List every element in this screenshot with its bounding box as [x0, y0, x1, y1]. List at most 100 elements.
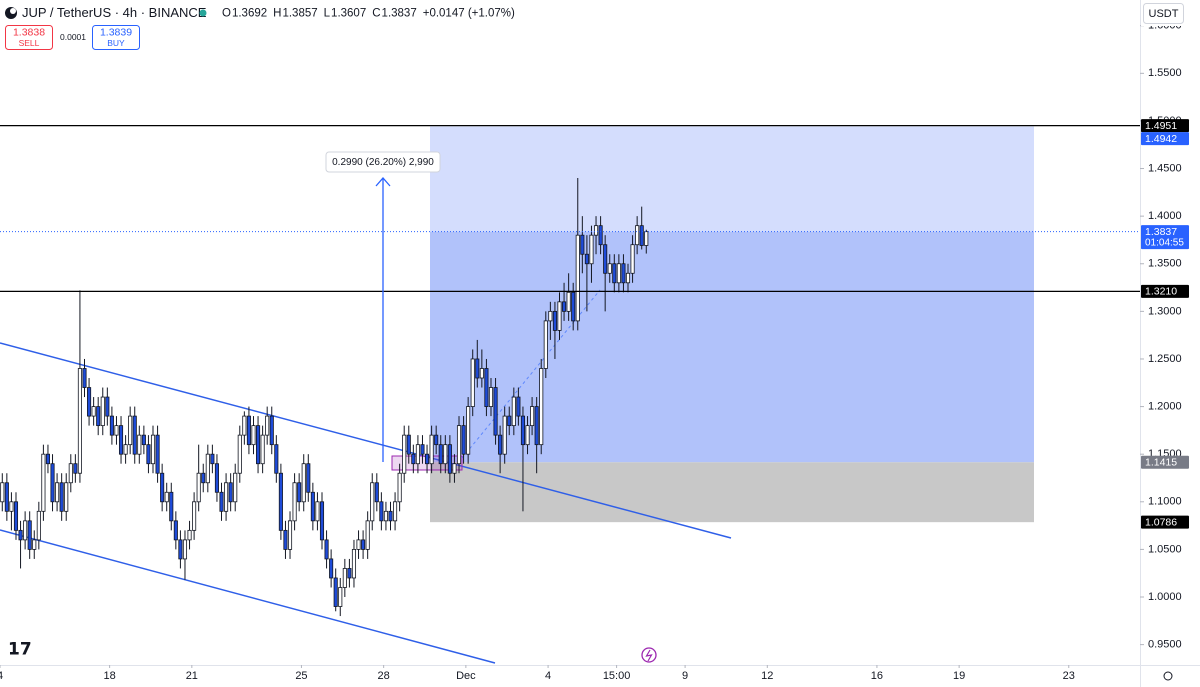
- candle-body: [379, 501, 384, 522]
- candle-body: [228, 482, 233, 503]
- x-tick-label: 25: [295, 670, 307, 682]
- candle-body: [589, 234, 594, 265]
- ohlc-value: 1.3692: [232, 8, 267, 20]
- candle-body: [109, 415, 114, 436]
- candle-body: [4, 482, 9, 512]
- channel-lower: [0, 529, 496, 664]
- buy-label[interactable]: BUY: [107, 38, 125, 48]
- profit-zone-upper: [430, 126, 1034, 232]
- y-tick-label: 1.3500: [1148, 258, 1182, 270]
- candle-body: [402, 434, 407, 474]
- price-tag: [1141, 455, 1189, 469]
- candle-body: [593, 225, 599, 236]
- candle-body: [301, 463, 306, 503]
- bid-price[interactable]: 1.3838: [13, 26, 45, 38]
- ask-price[interactable]: 1.3839: [100, 26, 132, 38]
- candle-body: [128, 415, 133, 446]
- ohlc-value: 1.3607: [331, 8, 366, 20]
- candle-body: [498, 434, 503, 455]
- candle-body: [64, 482, 69, 512]
- candle-body: [388, 510, 393, 522]
- candle-body: [246, 415, 251, 446]
- candle-body: [32, 539, 37, 550]
- candle-body: [383, 510, 388, 522]
- candle-body: [13, 501, 19, 531]
- candle-body: [196, 472, 201, 503]
- candle-body: [91, 406, 96, 417]
- y-tick-label: 1.1000: [1148, 496, 1182, 508]
- candle-body: [584, 253, 589, 265]
- candle-body: [557, 301, 562, 331]
- currency-label[interactable]: USDT: [1149, 8, 1179, 20]
- candle-body: [351, 549, 357, 579]
- candle-body: [603, 244, 608, 274]
- candle-body: [507, 415, 512, 427]
- candle-body: [123, 444, 128, 455]
- candle-body: [612, 263, 617, 284]
- candle-body: [324, 539, 329, 560]
- candle-body: [319, 501, 325, 541]
- candle-body: [411, 453, 416, 465]
- measure-label-box: [325, 151, 441, 173]
- settings-icon[interactable]: [1163, 671, 1173, 681]
- ohlc-value: 1.3837: [382, 8, 417, 20]
- candle-body: [118, 425, 124, 455]
- candle-body: [233, 472, 238, 503]
- x-tick-label: 4: [545, 670, 551, 682]
- candle-body: [201, 472, 206, 484]
- y-tick-label: 1.4000: [1148, 210, 1182, 222]
- candle-body: [644, 231, 649, 246]
- candle-body: [333, 577, 338, 607]
- candle-body: [361, 539, 366, 550]
- y-tick-label: 1.0000: [1148, 591, 1182, 603]
- buy-button[interactable]: [92, 25, 140, 50]
- candle-body: [132, 415, 137, 455]
- candle-body: [447, 444, 452, 474]
- candle-body: [534, 406, 539, 446]
- candle-body: [265, 415, 270, 436]
- y-tick-label: 1.2000: [1148, 400, 1182, 412]
- candle-body: [470, 358, 475, 407]
- candle-body: [502, 415, 507, 455]
- sell-label[interactable]: SELL: [19, 38, 40, 48]
- events-icon[interactable]: [641, 647, 657, 663]
- y-tick-label: 1.0500: [1148, 543, 1182, 555]
- candle-body: [59, 482, 64, 512]
- candle-body: [150, 434, 156, 465]
- x-tick-label: 28: [378, 670, 390, 682]
- loss-zone: [430, 462, 1034, 523]
- candle-body: [347, 568, 352, 579]
- candle-body: [306, 463, 311, 493]
- candle-body: [598, 225, 603, 246]
- drawings-back: [430, 126, 1034, 523]
- candle-body: [287, 520, 293, 550]
- logo: 𝟭𝟳: [8, 639, 32, 658]
- ohlc-key: O: [222, 8, 231, 20]
- candle-body: [493, 387, 498, 436]
- candle-body: [571, 291, 576, 322]
- candle-body: [278, 472, 283, 531]
- candle-body: [77, 368, 82, 474]
- sell-button[interactable]: [5, 25, 53, 50]
- y-tick-label: 1.5500: [1148, 67, 1182, 79]
- candle-body: [242, 415, 247, 436]
- candle-body: [621, 263, 626, 284]
- candle-body: [260, 434, 265, 465]
- candle-body: [616, 263, 621, 284]
- candle-body: [415, 444, 420, 465]
- candle-body: [182, 539, 188, 560]
- candle-body: [575, 234, 580, 322]
- candle-body: [137, 434, 142, 455]
- currency-button[interactable]: [1143, 3, 1184, 24]
- candle-body: [141, 434, 146, 446]
- candle-body: [393, 501, 398, 522]
- candle-body: [105, 396, 110, 417]
- candle-body: [100, 396, 105, 427]
- candle-body: [205, 453, 210, 484]
- x-tick-label: 4: [0, 670, 3, 682]
- channel-upper: [0, 342, 732, 539]
- y-tick-label: 0.9500: [1148, 639, 1182, 651]
- candle-body: [406, 434, 411, 455]
- x-tick-label: 16: [871, 670, 883, 682]
